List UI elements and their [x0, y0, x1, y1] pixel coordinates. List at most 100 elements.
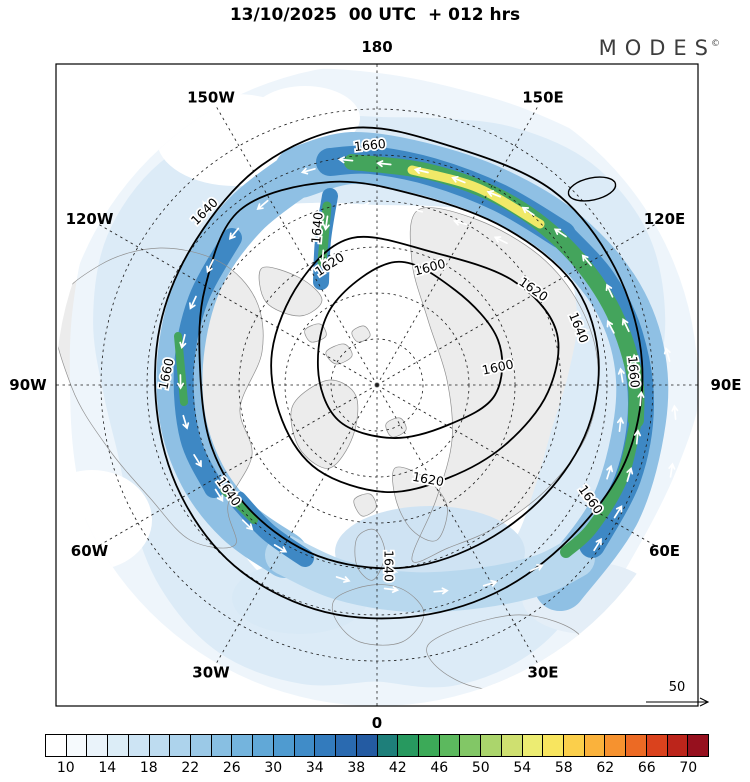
wind-arrow	[256, 199, 269, 211]
wind-arrow	[453, 218, 468, 226]
colorbar-cell	[46, 735, 67, 756]
wind-arrow	[383, 586, 400, 594]
wind-arrow	[606, 319, 615, 334]
wind-arrow	[668, 462, 676, 478]
contour-label: 1640	[382, 550, 397, 582]
wind-arrow	[228, 227, 240, 240]
colorbar-cell	[605, 735, 627, 756]
colorbar-cell	[191, 735, 212, 756]
wind-band	[220, 486, 258, 524]
wind-arrow	[493, 236, 508, 245]
land-shape	[385, 417, 407, 438]
lon-label-90E: 90E	[710, 376, 741, 394]
wind-arrow	[214, 488, 224, 503]
colorbar-tick-label: 18	[139, 760, 158, 776]
land-shape	[353, 493, 377, 517]
contour-label: 1660	[625, 355, 643, 388]
wind-band	[174, 332, 188, 406]
colorbar-cell	[667, 735, 689, 756]
height-contour-1600	[316, 260, 504, 439]
colorbar-cell	[501, 735, 523, 756]
coastline	[392, 466, 448, 542]
colorbar-cell	[398, 735, 419, 756]
wind-band	[407, 165, 545, 229]
wind-arrow	[408, 206, 424, 213]
coastline	[56, 247, 264, 549]
contour-label: 1660	[353, 136, 386, 154]
closed-contour-cell	[567, 176, 617, 202]
wind-arrow	[521, 206, 535, 216]
colorbar-cell	[439, 735, 461, 756]
wind-arrow	[581, 254, 593, 267]
shading-patch	[250, 86, 360, 150]
colorbar-tick-label: 66	[637, 760, 656, 776]
wind-arrow	[413, 167, 429, 174]
wind-arrow	[486, 190, 502, 198]
colorbar-tick-label: 70	[679, 760, 698, 776]
modes-logo: MODES©	[599, 36, 720, 60]
chart-title: 13/10/2025 00 UTC + 012 hrs	[229, 5, 521, 25]
coastline	[258, 266, 323, 317]
lon-label-60E: 60E	[649, 542, 680, 560]
colorbar-cell	[87, 735, 109, 756]
colorbar-cell	[294, 735, 316, 756]
colorbar-cell	[211, 735, 233, 756]
lon-label-30W: 30W	[192, 664, 230, 682]
wind-arrow	[335, 576, 351, 583]
colorbar-cell	[563, 735, 585, 756]
coastline	[325, 343, 353, 365]
wind-arrow	[482, 579, 498, 587]
height-contour-1640	[198, 180, 600, 570]
colorbar-cell	[646, 735, 668, 756]
colorbar-cell	[336, 735, 357, 756]
colorbar-cell	[253, 735, 274, 756]
colorbar-cell	[273, 735, 295, 756]
wind-arrow	[553, 228, 567, 238]
height-contour-1620	[270, 235, 560, 494]
colorbar-cell	[128, 735, 150, 756]
wind-arrow	[322, 215, 330, 231]
wind-arrow	[177, 374, 185, 390]
wind-reference: 50	[646, 680, 710, 707]
wind-arrow	[300, 167, 316, 175]
wind-arrow	[606, 464, 614, 480]
colorbar-tick-label: 10	[56, 760, 75, 776]
colorbar-tick-label: 58	[554, 760, 573, 776]
modes-logo-text: MODES	[598, 36, 716, 60]
colorbar-cell	[688, 735, 708, 756]
land-shape	[351, 325, 371, 343]
wind-arrow	[621, 318, 630, 333]
modes-logo-mark: ©	[711, 39, 720, 49]
graticule	[56, 64, 698, 706]
wind-arrow	[273, 544, 288, 553]
wind-arrow	[593, 537, 602, 552]
lon-label-30E: 30E	[527, 664, 558, 682]
colorbar-tick-label: 38	[347, 760, 366, 776]
wind-arrow	[613, 505, 623, 519]
latitude-circle	[330, 338, 424, 432]
contour-label: 1620	[411, 469, 445, 489]
wind-arrow	[376, 160, 392, 168]
wind-arrow	[362, 202, 378, 210]
longitude-labels: 180 150E 120E 90E 60E 30E 0 30W 60W 90W 120W 150W	[9, 38, 741, 732]
colorbar-cell	[584, 735, 606, 756]
colorbar-cell	[149, 735, 171, 756]
wind-arrow	[179, 333, 187, 349]
wind-arrow	[433, 587, 449, 595]
colorbar-cell	[108, 735, 129, 756]
coastlines	[56, 207, 599, 695]
colorbar-tick-label: 30	[264, 760, 283, 776]
colorbar-tick-label: 46	[430, 760, 449, 776]
wind-arrow	[319, 249, 327, 265]
wind-arrow	[663, 347, 671, 362]
wind-arrow	[631, 353, 639, 369]
coastline	[290, 379, 359, 469]
colorbar-cell	[626, 735, 647, 756]
wind-arrow	[193, 454, 202, 468]
colorbar-cell	[543, 735, 564, 756]
wind-arrow	[605, 283, 614, 298]
coastline	[351, 325, 371, 343]
height-contours	[154, 126, 644, 620]
lon-label-180: 180	[361, 38, 392, 56]
